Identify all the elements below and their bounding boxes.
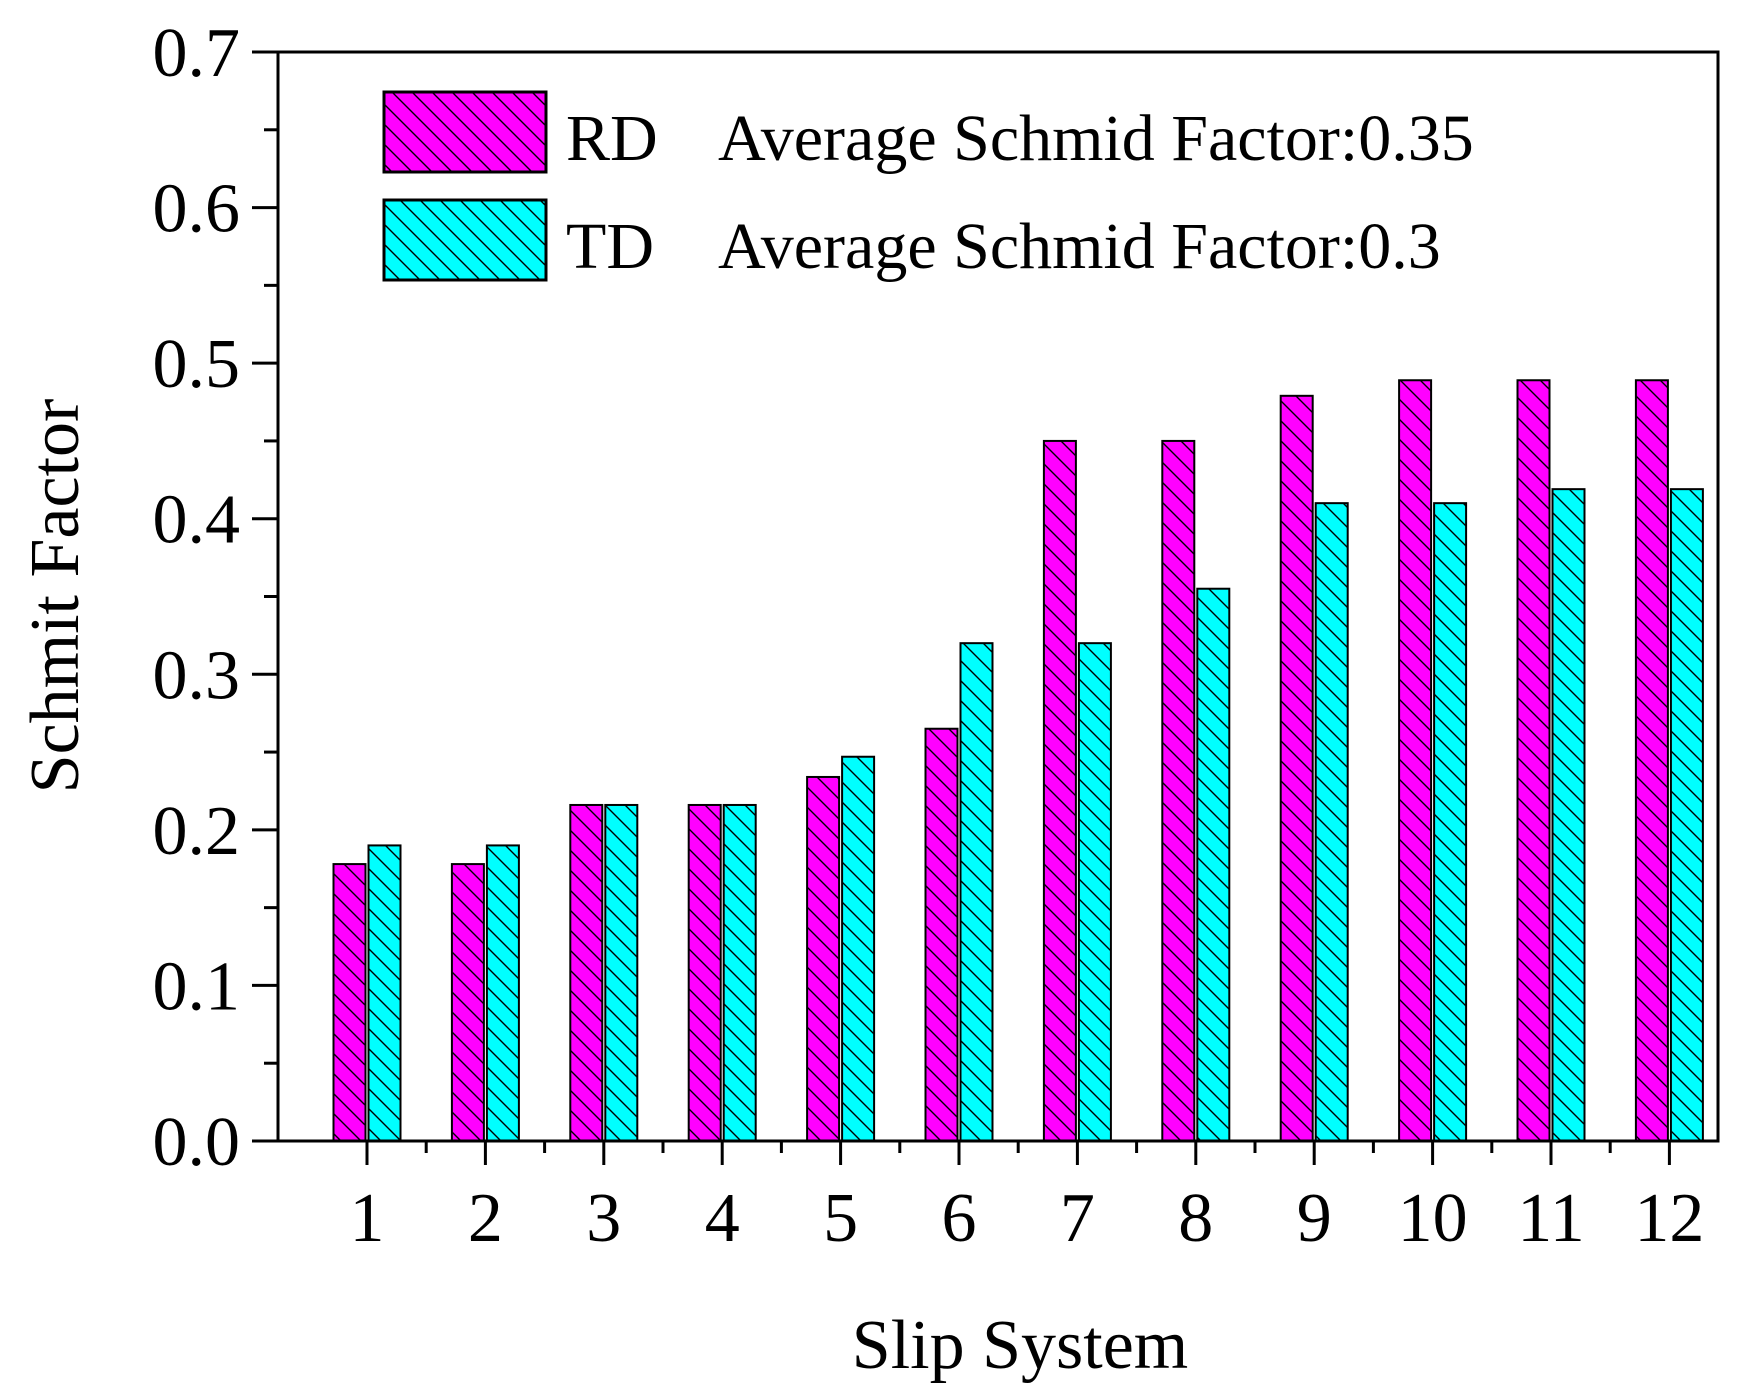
legend-series-name-rd: RD [566, 102, 658, 175]
bar-td-8 [1196, 587, 1231, 1142]
legend-item-rd: RD Average Schmid Factor:0.35 [382, 90, 1474, 175]
x-tick-label: 12 [1634, 1180, 1704, 1257]
bar-hatch [569, 803, 604, 1142]
bar-rd-8 [1161, 439, 1196, 1142]
x-tick-label: 8 [1178, 1180, 1213, 1257]
bar-hatch [1161, 439, 1196, 1142]
bar-rd-9 [1279, 394, 1314, 1142]
bar-hatch [1398, 379, 1433, 1142]
legend-series-name-td: TD [566, 210, 654, 283]
y-tick-label: 0.7 [153, 15, 241, 92]
y-axis-title: Schmit Factor [17, 399, 94, 794]
bar-hatch [485, 844, 520, 1143]
bar-td-3 [604, 803, 639, 1142]
bar-td-6 [959, 642, 994, 1143]
x-tick-label: 11 [1517, 1180, 1584, 1257]
x-tick-label: 9 [1297, 1180, 1332, 1257]
bar-hatch [722, 803, 757, 1142]
bar-hatch [450, 863, 485, 1143]
y-tick-label: 0.1 [153, 948, 241, 1025]
bar-hatch [1314, 502, 1349, 1142]
bar-hatch [1196, 587, 1231, 1142]
bar-hatch [687, 803, 722, 1142]
bar-hatch [1551, 488, 1586, 1142]
legend: RD Average Schmid Factor:0.35 TD Average… [382, 90, 1474, 283]
bar-td-5 [841, 755, 876, 1142]
y-tick-label: 0.5 [153, 326, 241, 403]
bar-rd-11 [1516, 379, 1551, 1142]
bar-td-4 [722, 803, 757, 1142]
y-tick-label: 0.6 [153, 171, 241, 248]
bar-hatch [959, 642, 994, 1143]
bar-hatch [1433, 502, 1468, 1142]
bar-hatch [841, 755, 876, 1142]
bar-rd-10 [1398, 379, 1433, 1142]
bar-td-2 [485, 844, 520, 1143]
bar-hatch [1516, 379, 1551, 1142]
legend-series-text-td: Average Schmid Factor:0.3 [718, 210, 1441, 283]
legend-swatch-rd-hatch [384, 92, 546, 172]
bar-rd-6 [924, 727, 959, 1142]
x-tick-label: 5 [823, 1180, 858, 1257]
bar-rd-12 [1634, 379, 1669, 1142]
y-tick-label: 0.2 [153, 793, 241, 870]
bar-hatch [924, 727, 959, 1142]
legend-item-td: TD Average Schmid Factor:0.3 [382, 198, 1441, 283]
x-tick-label: 1 [350, 1180, 385, 1257]
bar-rd-4 [687, 803, 722, 1142]
x-tick-label: 3 [586, 1180, 621, 1257]
y-tick-label: 0.4 [153, 482, 241, 559]
bar-td-9 [1314, 502, 1349, 1142]
bar-rd-2 [450, 863, 485, 1143]
bar-hatch [367, 844, 402, 1143]
x-axis-title: Slip System [852, 1307, 1188, 1384]
bar-hatch [1077, 642, 1112, 1143]
x-axis: 1 2 3 4 5 6 7 8 9 10 11 12 [350, 1141, 1704, 1257]
y-tick-label: 0.3 [153, 637, 241, 714]
bar-td-7 [1077, 642, 1112, 1143]
x-tick-label: 10 [1398, 1180, 1468, 1257]
bar-hatch [1669, 488, 1704, 1142]
x-tick-label: 6 [942, 1180, 977, 1257]
bar-hatch [1279, 394, 1314, 1142]
bars-layer [332, 379, 1704, 1143]
bar-hatch [1042, 439, 1077, 1142]
bar-hatch [806, 775, 841, 1142]
bar-hatch [604, 803, 639, 1142]
x-tick-label: 4 [705, 1180, 740, 1257]
bar-rd-1 [332, 863, 367, 1143]
bar-rd-3 [569, 803, 604, 1142]
x-tick-label: 2 [468, 1180, 503, 1257]
bar-td-10 [1433, 502, 1468, 1142]
legend-swatch-td-hatch [384, 200, 546, 280]
legend-series-text-rd: Average Schmid Factor:0.35 [718, 102, 1474, 175]
y-axis: 0.0 0.1 0.2 0.3 0.4 0.5 0.6 0.7 [153, 15, 278, 1181]
bar-hatch [332, 863, 367, 1143]
bar-rd-7 [1042, 439, 1077, 1142]
bar-rd-5 [806, 775, 841, 1142]
bar-td-12 [1669, 488, 1704, 1142]
y-tick-label: 0.0 [153, 1104, 241, 1181]
bar-td-11 [1551, 488, 1586, 1142]
bar-td-1 [367, 844, 402, 1143]
bar-hatch [1634, 379, 1669, 1142]
x-tick-label: 7 [1060, 1180, 1095, 1257]
